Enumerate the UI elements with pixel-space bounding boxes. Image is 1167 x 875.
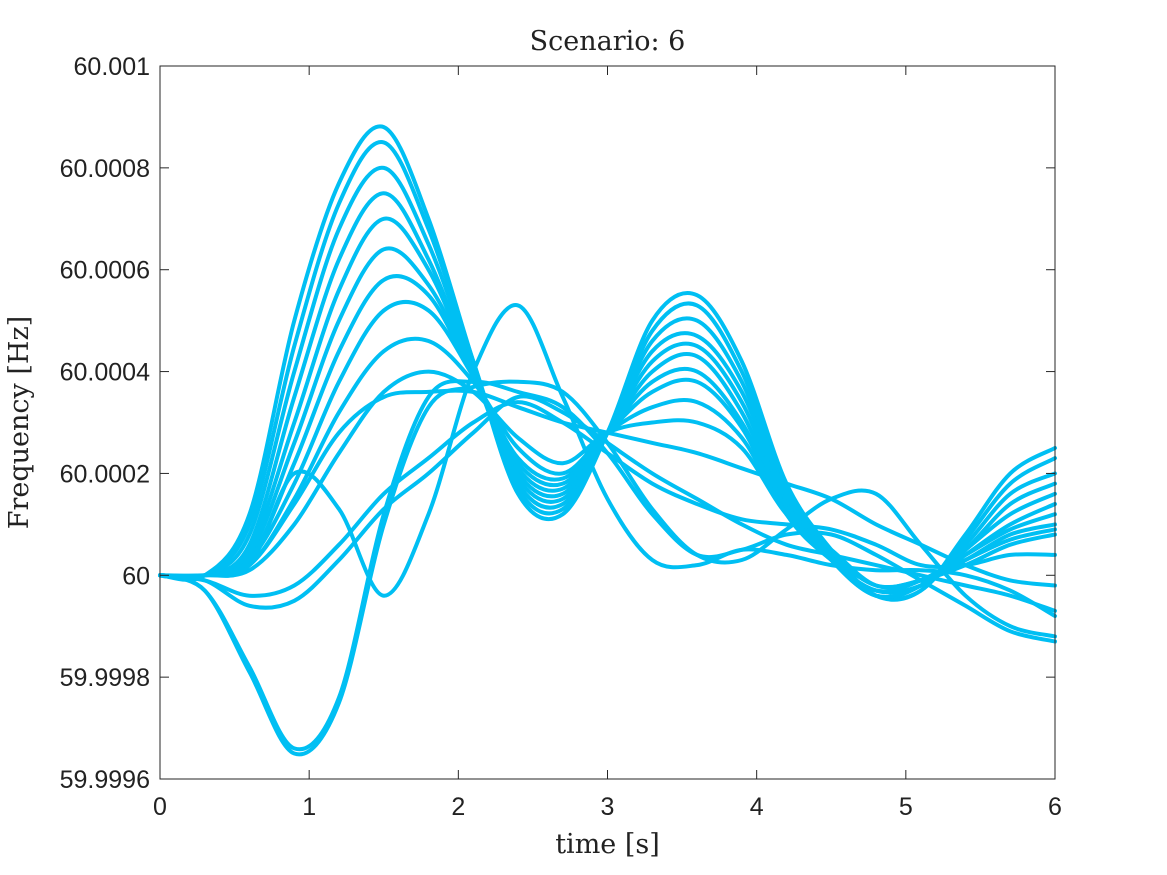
- series-line-12: [158, 303, 1057, 618]
- y-tick-label: 60.0004: [60, 359, 150, 387]
- series-line-14: [158, 379, 1057, 757]
- series-line-10: [158, 369, 1057, 590]
- x-tick-label: 6: [1048, 793, 1062, 821]
- x-tick-label: 5: [899, 793, 913, 821]
- y-tick-label: 60.0006: [60, 257, 150, 285]
- series-line-13: [158, 379, 1057, 752]
- chart-title: Scenario: 6: [530, 26, 686, 57]
- y-tick-label: 60.0002: [60, 460, 150, 488]
- axis-ticks: 0 1 2 3 4 5 6 59.9996 59.9998 60 60.0002 60.0004 60.…: [60, 53, 1062, 821]
- y-tick-label: 59.9998: [60, 664, 150, 692]
- series-line-15: [158, 400, 1057, 598]
- y-tick-label: 59.9996: [60, 766, 150, 794]
- y-tick-label: 60.0008: [60, 155, 150, 183]
- x-tick-label: 1: [302, 793, 316, 821]
- x-tick-label: 3: [601, 793, 615, 821]
- series-line-5: [158, 216, 1057, 599]
- y-tick-label: 60: [122, 562, 150, 590]
- x-tick-label: 4: [750, 793, 764, 821]
- y-tick-label: 60.001: [74, 53, 150, 81]
- x-tick-label: 2: [451, 793, 465, 821]
- series-line-3: [158, 165, 1057, 600]
- series-line-4: [158, 191, 1057, 599]
- series-line-11: [158, 388, 1057, 588]
- series-layer: [158, 124, 1057, 757]
- series-line-1: [158, 124, 1057, 602]
- x-axis-title: time [s]: [555, 829, 660, 860]
- x-tick-label: 0: [153, 793, 167, 821]
- series-line-16: [158, 394, 1057, 613]
- y-axis-title: Frequency [Hz]: [4, 316, 35, 529]
